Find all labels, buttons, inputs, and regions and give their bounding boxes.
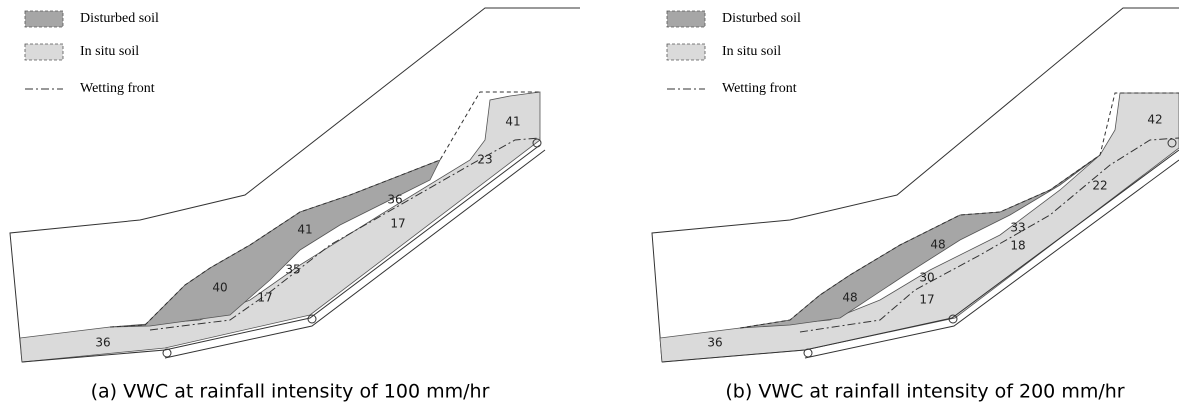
legend-label: Disturbed soil bbox=[80, 11, 159, 26]
legend-swatch bbox=[25, 11, 63, 27]
caption: (a) VWC at rainfall intensity of 100 mm/… bbox=[91, 381, 490, 403]
vwc-label: 36 bbox=[95, 336, 110, 350]
legend-swatch bbox=[667, 11, 705, 27]
vwc-label: 17 bbox=[390, 217, 405, 231]
vwc-label: 36 bbox=[387, 193, 402, 207]
vwc-label: 22 bbox=[1092, 179, 1107, 193]
vwc-label: 42 bbox=[1147, 113, 1162, 127]
in-situ-soil bbox=[660, 93, 1179, 362]
legend-label: Disturbed soil bbox=[722, 11, 801, 26]
figure: Disturbed soil In situ soil Wetting fron… bbox=[0, 0, 1179, 411]
vwc-label: 40 bbox=[212, 281, 227, 295]
legend-label: Wetting front bbox=[80, 81, 155, 96]
vwc-label: 36 bbox=[707, 336, 722, 350]
vwc-label: 17 bbox=[257, 291, 272, 305]
hinge bbox=[163, 349, 171, 357]
legend-label: Wetting front bbox=[722, 81, 797, 96]
legend-swatch bbox=[667, 44, 705, 60]
vwc-label: 30 bbox=[919, 271, 934, 285]
legend-swatch bbox=[25, 44, 63, 60]
vwc-label: 35 bbox=[285, 263, 300, 277]
legend-label: In situ soil bbox=[80, 44, 139, 59]
vwc-label: 33 bbox=[1010, 221, 1025, 235]
vwc-label: 41 bbox=[505, 115, 520, 129]
vwc-label: 48 bbox=[842, 291, 857, 305]
legend-label: In situ soil bbox=[722, 44, 781, 59]
vwc-label: 18 bbox=[1010, 239, 1025, 253]
vwc-label: 17 bbox=[919, 293, 934, 307]
vwc-label: 41 bbox=[297, 223, 312, 237]
vwc-label: 48 bbox=[930, 238, 945, 252]
panel-b: Disturbed soil In situ soil Wetting fron… bbox=[652, 8, 1179, 403]
vwc-label: 23 bbox=[477, 153, 492, 167]
caption: (b) VWC at rainfall intensity of 200 mm/… bbox=[725, 381, 1124, 403]
panel-a: Disturbed soil In situ soil Wetting fron… bbox=[10, 8, 580, 403]
hinge bbox=[804, 349, 812, 357]
